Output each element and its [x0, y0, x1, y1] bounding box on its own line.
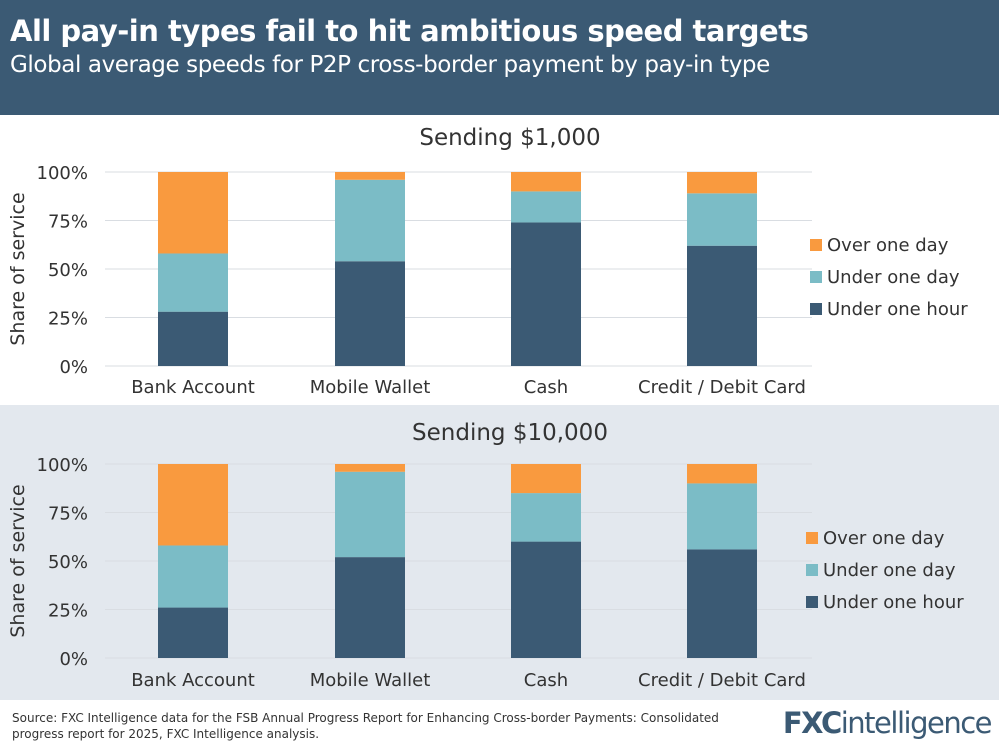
legend-swatch: [806, 532, 818, 544]
fxc-logo: FXCintelligence: [782, 706, 993, 740]
bar-segment-over-one-day: [511, 464, 581, 494]
bar-segment-under-one-day: [511, 191, 581, 223]
bar-segment-under-one-day: [335, 471, 405, 558]
panel-title: Sending $1,000: [419, 125, 600, 151]
bar-segment-under-one-hour: [511, 222, 581, 366]
x-tick-label: Mobile Wallet: [310, 377, 431, 398]
chart-subtitle: Global average speeds for P2P cross-bord…: [10, 52, 770, 78]
bar-segment-under-one-hour: [687, 245, 757, 366]
bar-segment-over-one-day: [158, 464, 228, 546]
bar-segment-under-one-hour: [158, 311, 228, 366]
bar-segment-under-one-day: [687, 193, 757, 246]
legend-swatch: [810, 303, 822, 315]
bar-segment-over-one-day: [335, 464, 405, 472]
y-tick-label: 100%: [37, 455, 88, 476]
legend-swatch: [806, 596, 818, 608]
chart-panel-1000: Sending $1,000 Share of service 0% 25% 50% 75…: [0, 115, 999, 405]
legend-swatch: [810, 271, 822, 283]
y-tick-label: 0%: [59, 649, 88, 670]
x-tick-label: Credit / Debit Card: [638, 377, 806, 398]
bar-segment-under-one-hour: [687, 549, 757, 658]
bar-segment-under-one-hour: [335, 261, 405, 366]
x-tick-label: Bank Account: [131, 377, 255, 398]
bar-segment-under-one-day: [158, 545, 228, 608]
legend-label: Under one hour: [827, 299, 968, 320]
legend-label: Over one day: [827, 235, 949, 256]
chart-svg-1000: Sending $1,000 Share of service 0% 25% 50% 75…: [7, 125, 968, 398]
chart-panel-10000: Sending $10,000 Share of service 0% 25% 50% 7…: [0, 405, 999, 700]
legend-label: Under one day: [827, 267, 960, 288]
panel-title: Sending $10,000: [412, 420, 608, 446]
bar-segment-under-one-day: [158, 253, 228, 312]
bar-segment-under-one-hour: [158, 607, 228, 658]
y-tick-label: 50%: [48, 260, 88, 281]
y-tick-label: 100%: [37, 163, 88, 184]
legend-swatch: [806, 564, 818, 576]
bar-segment-over-one-day: [687, 172, 757, 194]
y-tick-label: 50%: [48, 552, 88, 573]
bar-segment-under-one-hour: [511, 541, 581, 658]
bar-segment-over-one-day: [158, 172, 228, 254]
y-axis-label: Share of service: [7, 484, 29, 637]
header: All pay-in types fail to hit ambitious s…: [0, 0, 999, 115]
legend-swatch: [810, 239, 822, 251]
y-tick-label: 75%: [48, 504, 88, 525]
x-tick-label: Mobile Wallet: [310, 670, 431, 691]
y-tick-label: 25%: [48, 601, 88, 622]
chart-title: All pay-in types fail to hit ambitious s…: [10, 14, 809, 48]
legend-label: Under one hour: [823, 592, 964, 613]
y-axis-label: Share of service: [7, 192, 29, 345]
x-tick-label: Cash: [524, 670, 568, 691]
y-tick-label: 25%: [48, 309, 88, 330]
chart-svg-10000: Sending $10,000 Share of service 0% 25% 50% 7…: [7, 420, 964, 691]
bar-segment-over-one-day: [511, 172, 581, 192]
bar-segment-under-one-day: [335, 179, 405, 262]
bar-segment-under-one-day: [511, 493, 581, 542]
x-tick-label: Credit / Debit Card: [638, 670, 806, 691]
y-tick-label: 75%: [48, 212, 88, 233]
bar-segment-under-one-hour: [335, 557, 405, 658]
legend-label: Over one day: [823, 528, 945, 549]
source-note: Source: FXC Intelligence data for the FS…: [12, 711, 719, 741]
bar-segment-over-one-day: [687, 464, 757, 484]
y-tick-label: 0%: [59, 357, 88, 378]
x-tick-label: Bank Account: [131, 670, 255, 691]
bar-segment-under-one-day: [687, 483, 757, 550]
legend-label: Under one day: [823, 560, 956, 581]
x-tick-label: Cash: [524, 377, 568, 398]
bar-segment-over-one-day: [335, 172, 405, 180]
